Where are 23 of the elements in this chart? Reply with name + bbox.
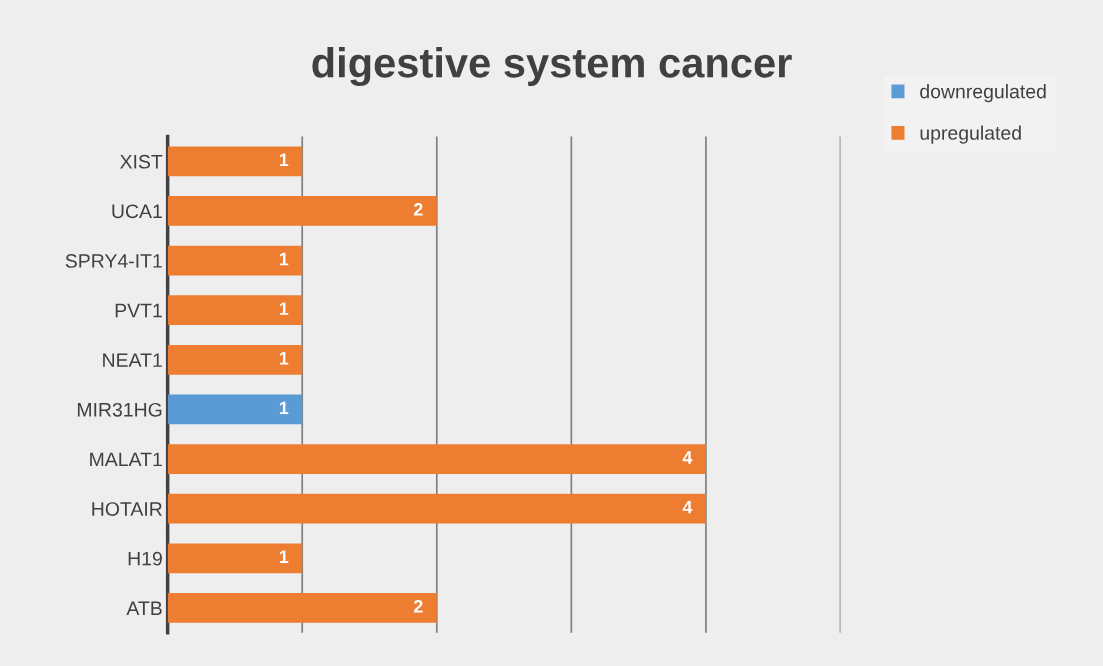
- data-label: 1: [279, 252, 289, 266]
- y-tick-label: ATB: [126, 601, 162, 615]
- y-tick-label: XIST: [120, 154, 163, 169]
- data-label: 1: [279, 302, 289, 315]
- data-label: 4: [682, 500, 693, 514]
- data-label: 1: [279, 352, 289, 365]
- y-tick-label: HOTAIR: [92, 502, 162, 516]
- legend-label: downregulated: [920, 84, 1046, 103]
- y-tick-label: SPRY4-IT1: [65, 254, 162, 268]
- legend-label: upregulated: [920, 125, 1021, 144]
- y-tick-label: UCA1: [112, 204, 162, 219]
- y-tick-label: NEAT1: [103, 353, 162, 367]
- data-label: 1: [279, 550, 289, 563]
- y-tick-label: H19: [128, 551, 162, 566]
- chart-title: digestive system cancer: [312, 47, 792, 87]
- data-label: 4: [682, 451, 693, 464]
- y-tick-label: MIR31HG: [77, 402, 162, 417]
- data-label: 1: [279, 401, 289, 415]
- y-tick-label: PVT1: [115, 303, 162, 318]
- data-label: 2: [413, 599, 423, 613]
- y-tick-label: MALAT1: [90, 452, 162, 467]
- data-label: 1: [279, 153, 289, 167]
- data-label: 2: [413, 203, 423, 216]
